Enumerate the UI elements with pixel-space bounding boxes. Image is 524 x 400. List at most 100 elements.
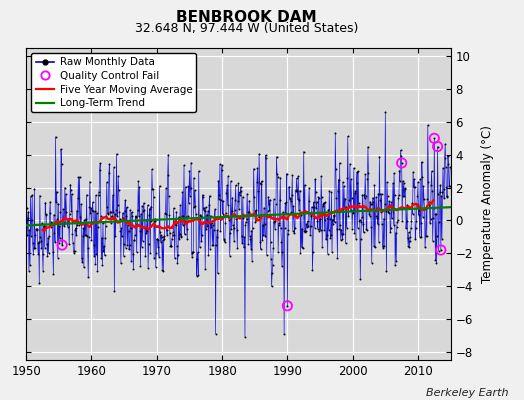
- Point: [37, 238, 45, 244]
- Point: [52, 188, 61, 195]
- Point: [341, 204, 349, 211]
- Point: [247, 228, 256, 234]
- Point: [328, 248, 336, 255]
- Point: [410, 184, 419, 190]
- Point: [342, 204, 351, 210]
- Point: [137, 211, 145, 217]
- Point: [330, 212, 338, 219]
- Point: [374, 220, 382, 227]
- Point: [191, 202, 200, 209]
- Point: [441, 141, 450, 147]
- Point: [122, 213, 130, 219]
- Point: [106, 209, 114, 215]
- Point: [196, 213, 205, 219]
- Point: [300, 228, 309, 234]
- Point: [282, 199, 290, 206]
- Point: [115, 186, 123, 193]
- Point: [170, 232, 178, 238]
- Point: [108, 214, 116, 220]
- Point: [226, 230, 234, 236]
- Point: [205, 193, 214, 199]
- Point: [334, 176, 343, 183]
- Point: [296, 187, 304, 194]
- Point: [200, 204, 209, 211]
- Point: [117, 225, 126, 232]
- Point: [274, 174, 282, 180]
- Point: [349, 210, 357, 216]
- Point: [145, 241, 153, 247]
- Text: Berkeley Earth: Berkeley Earth: [426, 388, 508, 398]
- Point: [274, 248, 282, 255]
- Point: [291, 225, 299, 231]
- Point: [424, 179, 432, 186]
- Point: [167, 243, 175, 250]
- Point: [296, 250, 304, 256]
- Point: [325, 216, 334, 222]
- Point: [376, 191, 384, 198]
- Point: [390, 170, 398, 176]
- Point: [423, 122, 432, 128]
- Point: [244, 240, 253, 247]
- Point: [421, 233, 430, 239]
- Point: [348, 226, 356, 232]
- Point: [138, 238, 147, 244]
- Point: [32, 227, 41, 233]
- Point: [169, 205, 178, 211]
- Point: [103, 179, 111, 185]
- Point: [178, 213, 186, 219]
- Point: [246, 233, 254, 239]
- Point: [419, 214, 427, 220]
- Point: [215, 192, 224, 198]
- Point: [389, 180, 397, 186]
- Point: [123, 204, 131, 210]
- Point: [374, 190, 383, 197]
- Point: [39, 223, 48, 230]
- Point: [183, 236, 191, 242]
- Point: [146, 205, 154, 212]
- Point: [342, 240, 350, 247]
- Point: [314, 225, 322, 232]
- Point: [43, 253, 52, 260]
- Point: [165, 211, 173, 218]
- Point: [233, 226, 241, 233]
- Point: [231, 207, 239, 214]
- Point: [347, 195, 356, 201]
- Point: [388, 204, 397, 210]
- Point: [95, 188, 103, 195]
- Point: [400, 193, 409, 200]
- Point: [129, 251, 137, 257]
- Point: [152, 249, 160, 256]
- Point: [329, 216, 337, 223]
- Point: [267, 256, 275, 262]
- Point: [58, 161, 66, 167]
- Point: [171, 216, 180, 222]
- Point: [314, 194, 323, 200]
- Point: [209, 242, 217, 248]
- Point: [357, 219, 366, 225]
- Point: [40, 223, 48, 229]
- Point: [371, 244, 379, 250]
- Point: [309, 199, 318, 206]
- Point: [173, 242, 181, 249]
- Point: [381, 208, 390, 214]
- Point: [204, 208, 212, 214]
- Point: [286, 194, 294, 201]
- Point: [346, 161, 354, 167]
- Point: [276, 196, 284, 203]
- Point: [267, 283, 276, 290]
- Point: [418, 174, 427, 180]
- Point: [346, 207, 355, 214]
- Point: [335, 160, 344, 166]
- Point: [206, 212, 215, 219]
- Point: [140, 207, 148, 214]
- Point: [420, 206, 429, 212]
- Point: [400, 180, 408, 186]
- Point: [312, 205, 321, 211]
- Point: [157, 232, 166, 238]
- Point: [189, 248, 197, 255]
- Point: [301, 182, 309, 188]
- Point: [179, 222, 187, 228]
- Point: [382, 268, 390, 274]
- Point: [407, 225, 415, 231]
- Point: [198, 232, 206, 239]
